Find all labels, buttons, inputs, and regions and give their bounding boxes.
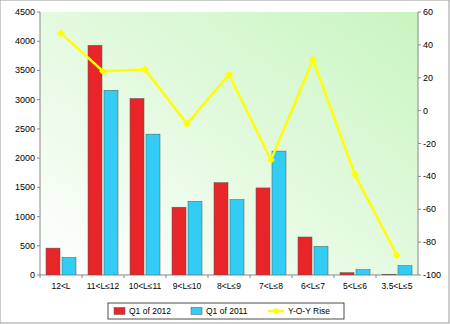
y-tick-label: 4500 xyxy=(15,7,35,17)
bar xyxy=(46,248,60,275)
bar xyxy=(272,151,286,275)
legend-label: Q1 of 2011 xyxy=(206,306,248,316)
y-tick-label: 3500 xyxy=(15,65,35,75)
bar xyxy=(88,45,102,275)
y2-tick-label: -80 xyxy=(423,237,436,247)
y2-tick xyxy=(418,77,421,78)
y2-tick-label: -100 xyxy=(423,270,441,280)
y2-tick xyxy=(418,176,421,177)
bar xyxy=(314,246,328,275)
marker xyxy=(309,56,317,64)
y-tick-label: 4000 xyxy=(15,36,35,46)
y-tick-label: 500 xyxy=(20,241,35,251)
chart: 0 500 1000 1500 2000 2500 3000 3500 4000 4500 -100… xyxy=(0,0,450,324)
y2-tick xyxy=(418,110,421,111)
line xyxy=(61,33,397,255)
bar xyxy=(146,134,160,275)
x-tick-label: 11<L≤12 xyxy=(87,281,120,291)
plot-marks xyxy=(46,29,412,275)
bar xyxy=(398,266,412,275)
bar xyxy=(256,188,270,275)
x-tick-label: 7<L≤8 xyxy=(259,281,283,291)
y-tick-label: 3000 xyxy=(15,95,35,105)
outer-frame xyxy=(0,0,449,323)
bar xyxy=(130,98,144,275)
x-tick xyxy=(82,275,83,278)
bar xyxy=(340,273,354,275)
marker xyxy=(99,67,107,75)
y2-tick-label: -60 xyxy=(423,204,436,214)
y2-tick xyxy=(418,209,421,210)
bar xyxy=(188,201,202,275)
marker xyxy=(183,120,191,128)
y2-tick xyxy=(418,12,421,13)
y-tick-label: 2500 xyxy=(15,124,35,134)
marker xyxy=(393,251,401,259)
y-tick-label: 0 xyxy=(30,270,35,280)
x-tick xyxy=(334,275,335,278)
y2-tick xyxy=(418,143,421,144)
legend-label: Y-O-Y Rise xyxy=(288,306,330,316)
legend-box xyxy=(108,303,344,319)
y2-tick xyxy=(418,242,421,243)
y2-tick xyxy=(418,44,421,45)
y2-tick-label: 40 xyxy=(423,40,433,50)
x-tick xyxy=(208,275,209,278)
y-tick xyxy=(37,41,40,42)
bar xyxy=(172,207,186,275)
legend-swatch xyxy=(191,308,202,315)
x-tick-label: 10<L≤11 xyxy=(129,281,162,291)
bar xyxy=(214,183,228,275)
y-tick xyxy=(37,216,40,217)
x-tick-label: 9<L≤10 xyxy=(173,281,202,291)
legend-swatch xyxy=(114,308,125,315)
y2-tick xyxy=(418,275,421,276)
y2-tick-label: -20 xyxy=(423,139,436,149)
y2-tick-label: -40 xyxy=(423,171,436,181)
x-tick xyxy=(40,275,41,278)
x-tick-label: 3.5<L≤5 xyxy=(382,281,413,291)
x-tick-label: 8<L≤9 xyxy=(217,281,241,291)
x-tick xyxy=(250,275,251,278)
y-tick-label: 1000 xyxy=(15,212,35,222)
y2-tick-label: 20 xyxy=(423,73,433,83)
x-tick-label: 5<L≤6 xyxy=(343,281,367,291)
marker xyxy=(267,156,275,164)
y-tick xyxy=(37,187,40,188)
y2-tick-label: 0 xyxy=(423,106,428,116)
x-tick xyxy=(124,275,125,278)
bar xyxy=(62,257,76,275)
x-tick-label: 6<L≤7 xyxy=(301,281,325,291)
bar xyxy=(104,90,118,275)
x-tick-label: 12<L xyxy=(51,281,70,291)
marker xyxy=(57,29,65,37)
y-tick xyxy=(37,128,40,129)
y-tick xyxy=(37,12,40,13)
y-tick-label: 2000 xyxy=(15,153,35,163)
x-tick xyxy=(166,275,167,278)
bar xyxy=(382,274,396,275)
marker xyxy=(141,66,149,74)
x-tick xyxy=(292,275,293,278)
bar xyxy=(230,200,244,275)
marker xyxy=(351,171,359,179)
y-tick xyxy=(37,245,40,246)
y-tick xyxy=(37,99,40,100)
y-tick xyxy=(37,158,40,159)
y-axis xyxy=(40,12,41,275)
y2-tick-label: 60 xyxy=(423,7,433,17)
marker xyxy=(225,70,233,78)
y-tick xyxy=(37,70,40,71)
legend-label: Q1 of 2012 xyxy=(129,306,171,316)
legend: Q1 of 2012 Q1 of 2011 Y-O-Y Rise xyxy=(108,303,344,319)
y-tick-label: 1500 xyxy=(15,182,35,192)
legend-marker xyxy=(273,308,280,315)
bar xyxy=(298,237,312,275)
x-tick xyxy=(376,275,377,278)
bar xyxy=(356,270,370,275)
plot-background xyxy=(40,12,418,275)
